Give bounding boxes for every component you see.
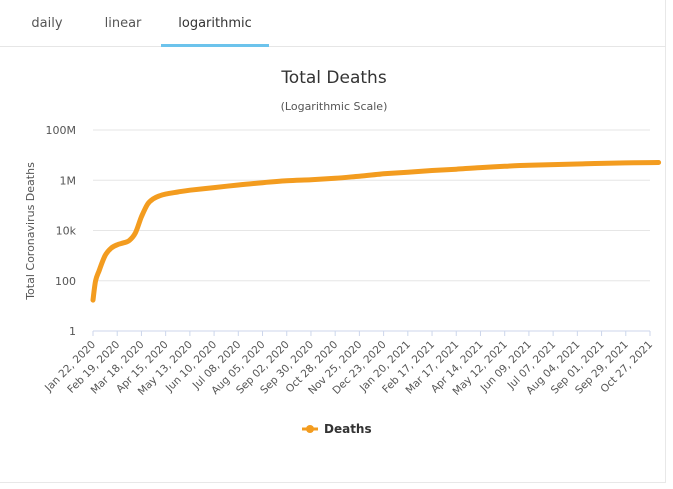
y-tick-label: 100M: [46, 124, 77, 137]
y-tick-label: 100: [55, 275, 76, 288]
chart-title: Total Deaths: [280, 68, 387, 88]
deaths-series-line[interactable]: [90, 160, 662, 303]
y-axis-ticks: 1 100 10k 1M 100M: [46, 124, 77, 338]
y-tick-label: 10k: [56, 225, 77, 238]
y-axis-label: Total Coronavirus Deaths: [24, 162, 37, 301]
y-tick-label: 1M: [60, 174, 77, 187]
gridlines: [93, 129, 650, 332]
legend-label: Deaths: [324, 422, 372, 436]
scale-tabs: daily linear logarithmic: [0, 0, 666, 47]
tab-daily[interactable]: daily: [31, 16, 63, 31]
y-tick-label: 1: [69, 325, 76, 338]
legend-marker-icon: [306, 425, 314, 433]
chart-subtitle: (Logarithmic Scale): [281, 100, 388, 113]
total-deaths-chart: Total Deaths (Logarithmic Scale) Total C…: [24, 68, 662, 436]
chart-panel: [0, 0, 666, 483]
legend[interactable]: Deaths: [302, 422, 372, 436]
tab-linear[interactable]: linear: [104, 16, 142, 31]
series-layer: [90, 160, 662, 303]
tab-logarithmic[interactable]: logarithmic: [161, 0, 269, 47]
